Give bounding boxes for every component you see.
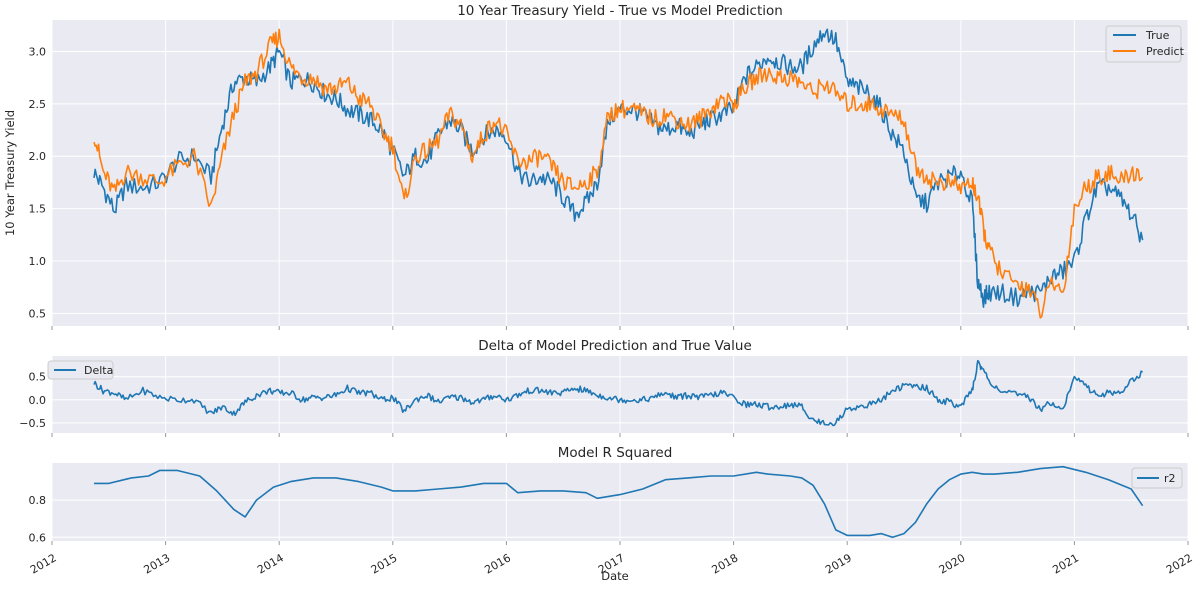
- yield-chart-title: 10 Year Treasury Yield - True vs Model P…: [457, 3, 783, 19]
- delta-ytick-label: 0.5: [29, 371, 47, 384]
- yield-ytick-label: 2.0: [29, 150, 47, 163]
- yield-ytick-label: 1.5: [29, 203, 47, 216]
- x-tick-label-2014: 2014: [255, 551, 286, 576]
- delta-panel: −0.5 0.0 0.5 Delta of Model Prediction and…: [19, 338, 1189, 437]
- r2-legend: r2: [1131, 467, 1183, 489]
- x-tick-label-2018: 2018: [710, 551, 741, 576]
- yield-ytick-label: 2.5: [29, 98, 47, 111]
- yield-ytick-label: 0.5: [29, 307, 47, 320]
- yield-ytick-label: 1.0: [29, 255, 47, 268]
- r2-ytick-label: 0.6: [29, 531, 47, 544]
- r2-series-r2-line: [94, 465, 1144, 539]
- yield-series-predict-line: [93, 28, 1144, 319]
- x-tick-label-2021: 2021: [1050, 551, 1081, 576]
- x-tick-label-2013: 2013: [142, 551, 173, 576]
- delta-ytick-label: 0.0: [29, 394, 47, 407]
- delta-ytick-label: −0.5: [19, 417, 46, 430]
- delta-legend: Delta: [47, 360, 114, 380]
- yield-legend: True Predict: [1105, 25, 1185, 63]
- x-tick-label-2022: 2022: [1164, 551, 1195, 576]
- r2-ytick-label: 0.8: [29, 494, 47, 507]
- r2-panel: 0.60.8 2012 2013 2014 2015 2016 2017 2018 2019 2…: [28, 445, 1195, 583]
- legend-predict-label: Predict: [1146, 45, 1185, 58]
- legend-r2-label: r2: [1164, 472, 1176, 485]
- yield-y-axis-label: 10 Year Treasury Yield: [3, 110, 17, 236]
- x-axis-label: Date: [601, 569, 629, 583]
- legend-true-label: True: [1145, 29, 1170, 42]
- yield-series-true-line: [93, 28, 1144, 308]
- x-tick-label-2012: 2012: [28, 551, 59, 576]
- x-tick-label-2016: 2016: [482, 551, 513, 576]
- x-tick-label-2020: 2020: [937, 551, 968, 576]
- yield-panel: 0.5 1.0 1.5 2.0 2.5 3.0 10 Year Treasury Yiel…: [3, 3, 1189, 330]
- delta-legend-box: [47, 360, 114, 380]
- x-tick-label-2015: 2015: [369, 551, 400, 576]
- yield-ytick-label: 3.0: [29, 45, 47, 58]
- x-tick-label-2019: 2019: [823, 551, 854, 576]
- legend-delta-label: Delta: [84, 364, 113, 377]
- delta-series-delta-line: [93, 359, 1144, 427]
- delta-chart-title: Delta of Model Prediction and True Value: [478, 338, 752, 354]
- r2-chart-title: Model R Squared: [558, 445, 673, 461]
